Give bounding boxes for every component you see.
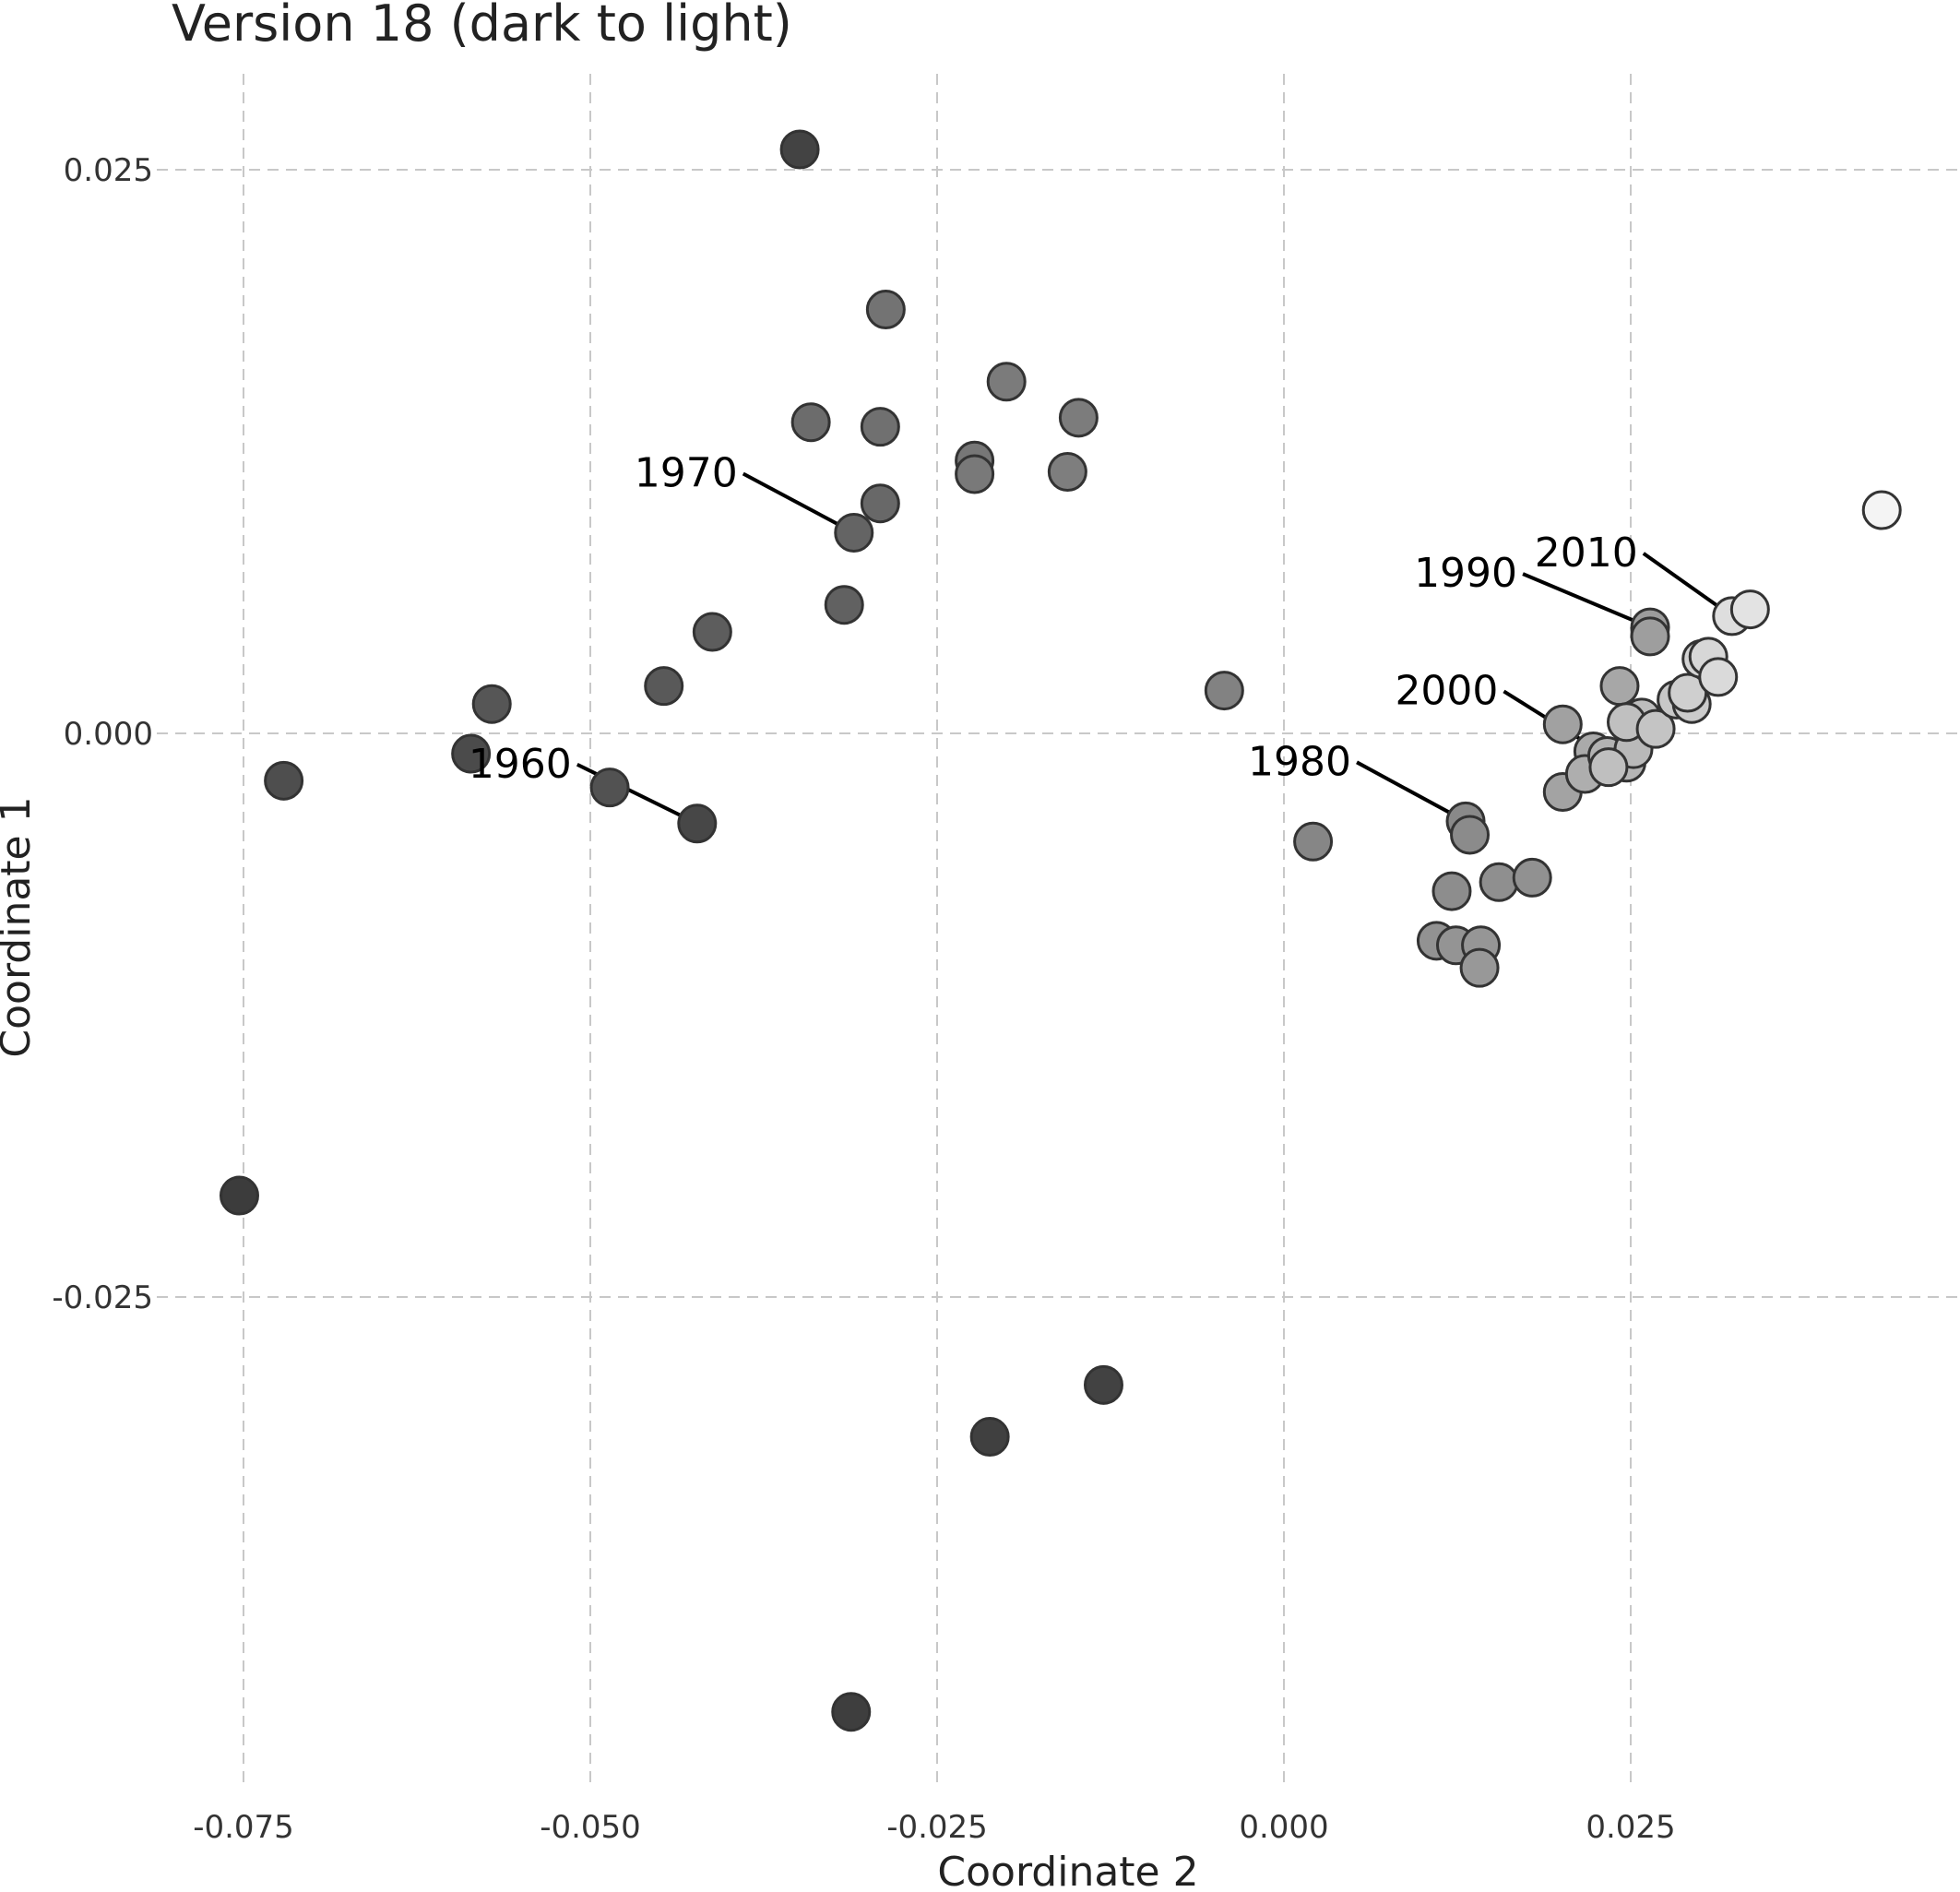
data-point [1542,704,1583,744]
data-point [969,1417,1010,1458]
data-point [1459,947,1500,988]
data-point [1083,1364,1123,1405]
data-point [1729,589,1770,630]
data-point [1630,616,1670,657]
y-tick-label: -0.025 [52,1279,153,1316]
data-point [1861,490,1902,530]
data-point [1431,871,1472,911]
tick-labels: -0.075 -0.050 -0.025 0.000 0.025 -0.025 0.000 0… [52,152,1675,1846]
x-tick-label: -0.025 [886,1809,988,1846]
y-axis-title: Coordinate 1 [0,796,40,1057]
y-tick-label: 0.025 [64,152,153,189]
data-point [1479,862,1519,902]
chart-title: Version 18 (dark to light) [172,0,792,53]
data-point [1204,671,1244,711]
x-axis-title: Coordinate 2 [937,1849,1198,1887]
data-point [589,768,630,808]
data-point [1293,821,1334,862]
data-point [790,402,831,443]
data-point [451,733,492,774]
annotation-label: 1970 [635,449,738,496]
y-tick-label: 0.000 [64,716,153,753]
data-point [865,290,906,330]
x-tick-label: 0.025 [1586,1809,1675,1846]
data-point [264,760,304,801]
data-point [1668,672,1708,713]
data-point [955,454,995,494]
data-point [1599,666,1640,707]
data-point [986,362,1027,402]
data-point [860,407,900,447]
data-point [834,512,874,553]
annotation-leader [1522,572,1651,629]
annotation-labels: 1960 1970 1980 1990 2000 2010 [469,449,1638,787]
data-point [1635,708,1676,749]
data-point [219,1175,259,1216]
annotation-label: 1990 [1414,550,1517,597]
data-point [1512,857,1552,898]
annotation-leaders [576,471,1733,826]
data-point [1047,451,1087,492]
annotation-label: 2000 [1395,667,1498,714]
data-point [677,803,718,844]
data-point [860,483,900,524]
annotation-leader [1356,760,1467,824]
annotation-label: 2010 [1535,530,1638,577]
x-tick-label: 0.000 [1239,1809,1328,1846]
annotation-label: 1960 [469,741,572,788]
data-point [831,1692,872,1732]
data-point [779,129,820,170]
x-tick-label: -0.050 [540,1809,641,1846]
annotation-leader [742,471,855,535]
gridlines [157,74,1960,1782]
x-tick-label: -0.075 [193,1809,294,1846]
data-point [644,666,684,707]
data-points [219,129,1902,1732]
data-point [1450,815,1491,855]
data-point [1058,398,1099,438]
data-point [471,684,512,724]
annotation-label: 1980 [1248,738,1351,785]
data-point [824,585,864,625]
data-point [1698,657,1739,697]
data-point [692,612,732,652]
data-point [1588,747,1629,788]
